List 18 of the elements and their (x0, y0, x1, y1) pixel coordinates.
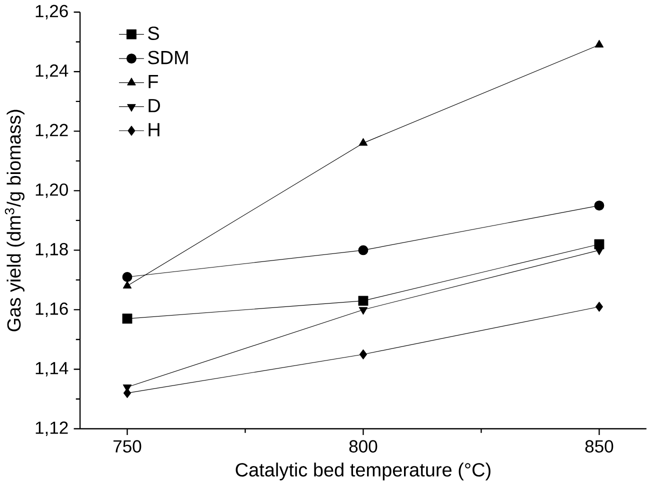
y-tick-label: 1,22 (36, 124, 68, 138)
x-tick-label: 850 (585, 440, 614, 452)
legend-label: F (148, 74, 158, 88)
x-tick-label: 750 (114, 440, 142, 452)
y-tick-label: 1,18 (36, 242, 68, 258)
legend-label: D (148, 99, 160, 112)
y-tick-label: 1,12 (36, 421, 68, 436)
legend-label: S (148, 26, 159, 40)
y-tick-label: 1,16 (36, 302, 68, 317)
y-tick-label: 1,20 (36, 183, 68, 198)
x-axis-title: Catalytic bed temperature (°C) (236, 462, 490, 480)
legend-label: SDM (148, 50, 188, 64)
legend-label: H (148, 123, 160, 136)
x-tick-label: 800 (349, 440, 378, 452)
y-tick-label: 1,14 (36, 362, 68, 376)
y-tick-label: 1,24 (36, 64, 68, 79)
y-tick-label: 1,26 (36, 4, 68, 20)
y-axis-title: Gas yield (dm$^{3}$/g biomass) (4, 110, 24, 332)
